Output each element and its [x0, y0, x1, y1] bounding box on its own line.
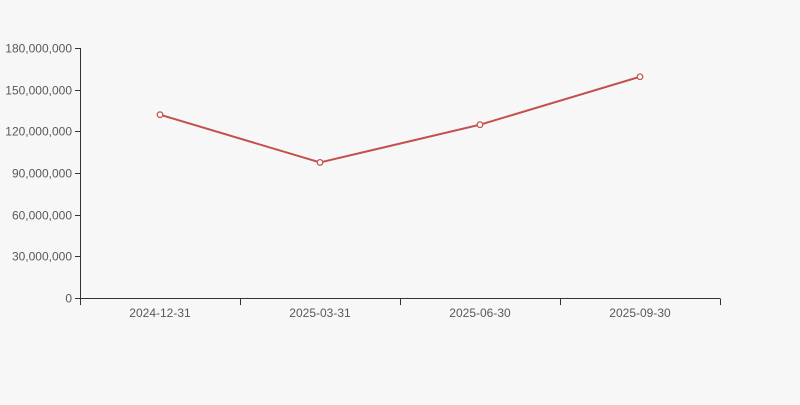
- data-point-marker[interactable]: [476, 121, 484, 129]
- y-tick-label: 180,000,000: [5, 42, 72, 56]
- x-tick-label: 2024-12-31: [129, 306, 191, 320]
- y-tick-label: 120,000,000: [5, 125, 72, 139]
- data-point-marker[interactable]: [156, 111, 164, 119]
- y-tick-label: 150,000,000: [5, 84, 72, 98]
- y-tick-label: 90,000,000: [12, 167, 72, 181]
- y-tick-label: 60,000,000: [12, 209, 72, 223]
- x-tick-label: 2025-06-30: [449, 306, 511, 320]
- x-tick-label: 2025-09-30: [609, 306, 671, 320]
- data-point-marker[interactable]: [316, 159, 324, 166]
- y-tick-label: 0: [65, 292, 72, 306]
- y-tick-label: 30,000,000: [12, 250, 72, 264]
- data-point-marker[interactable]: [636, 73, 644, 81]
- series-line: [159, 75, 641, 164]
- x-tick-label: 2025-03-31: [289, 306, 351, 320]
